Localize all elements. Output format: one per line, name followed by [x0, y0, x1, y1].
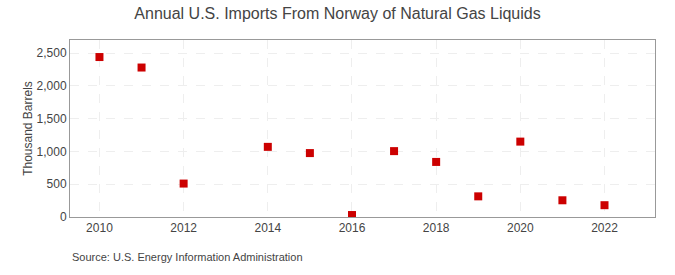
svg-text:2,000: 2,000: [37, 79, 67, 93]
svg-text:Thousand Barrels: Thousand Barrels: [21, 81, 35, 176]
svg-text:2014: 2014: [254, 221, 281, 235]
svg-text:2022: 2022: [591, 221, 618, 235]
svg-text:Source: U.S. Energy Informatio: Source: U.S. Energy Information Administ…: [72, 251, 303, 263]
svg-text:500: 500: [47, 177, 67, 191]
svg-text:2,500: 2,500: [37, 46, 67, 60]
svg-text:1,000: 1,000: [37, 145, 67, 159]
svg-text:1,500: 1,500: [37, 112, 67, 126]
svg-text:Annual U.S. Imports From Norwa: Annual U.S. Imports From Norway of Natur…: [134, 5, 540, 22]
svg-text:2020: 2020: [507, 221, 534, 235]
svg-text:0: 0: [60, 210, 67, 224]
svg-text:2016: 2016: [339, 221, 366, 235]
svg-text:2018: 2018: [423, 221, 450, 235]
svg-text:2012: 2012: [170, 221, 197, 235]
svg-text:2010: 2010: [86, 221, 113, 235]
